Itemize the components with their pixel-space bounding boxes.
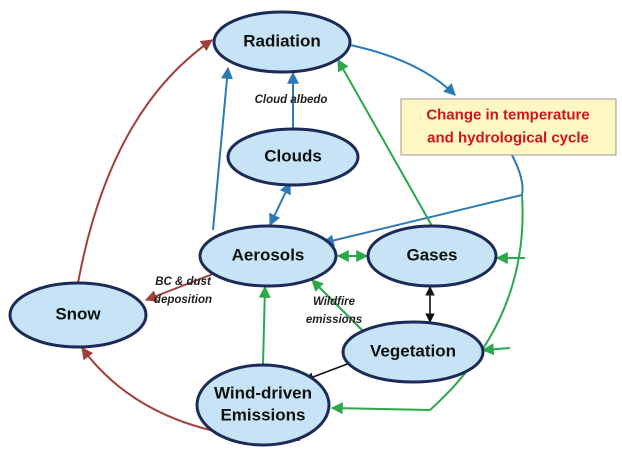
arrow xyxy=(311,279,363,331)
arrow xyxy=(212,66,233,231)
arrow xyxy=(349,44,456,96)
change-box xyxy=(400,98,617,156)
node-label: Snow xyxy=(55,304,101,323)
node-label: Gases xyxy=(406,245,457,264)
arrow xyxy=(77,39,213,284)
node-label: Aerosols xyxy=(232,245,305,264)
arrow xyxy=(321,194,523,247)
node-label: Clouds xyxy=(264,146,322,165)
node-label: Emissions xyxy=(220,405,305,424)
node xyxy=(212,10,352,74)
arrow xyxy=(258,285,271,366)
arrow xyxy=(481,343,511,356)
edge-label: Wildfire xyxy=(313,296,356,308)
node xyxy=(226,127,360,187)
arrow xyxy=(269,181,291,227)
node xyxy=(8,281,148,349)
node xyxy=(195,363,331,447)
node-label: Wind-driven xyxy=(214,383,312,402)
node xyxy=(341,320,485,384)
arrow xyxy=(337,58,433,227)
arrow xyxy=(144,271,219,302)
change-label: Change in temperature xyxy=(426,106,589,123)
node-label: Radiation xyxy=(243,31,320,50)
node-label: Vegetation xyxy=(370,341,456,360)
edge-label: BC & dust xyxy=(155,276,212,288)
arrow xyxy=(429,194,524,411)
node xyxy=(366,224,498,288)
node xyxy=(198,224,338,288)
edge-label: Cloud albedo xyxy=(255,94,328,106)
edge-label: deposition xyxy=(154,294,212,306)
change-label: and hydrological cycle xyxy=(427,129,589,146)
arrow xyxy=(330,402,431,415)
edge-label: emissions xyxy=(306,314,362,326)
arrow xyxy=(511,154,524,196)
